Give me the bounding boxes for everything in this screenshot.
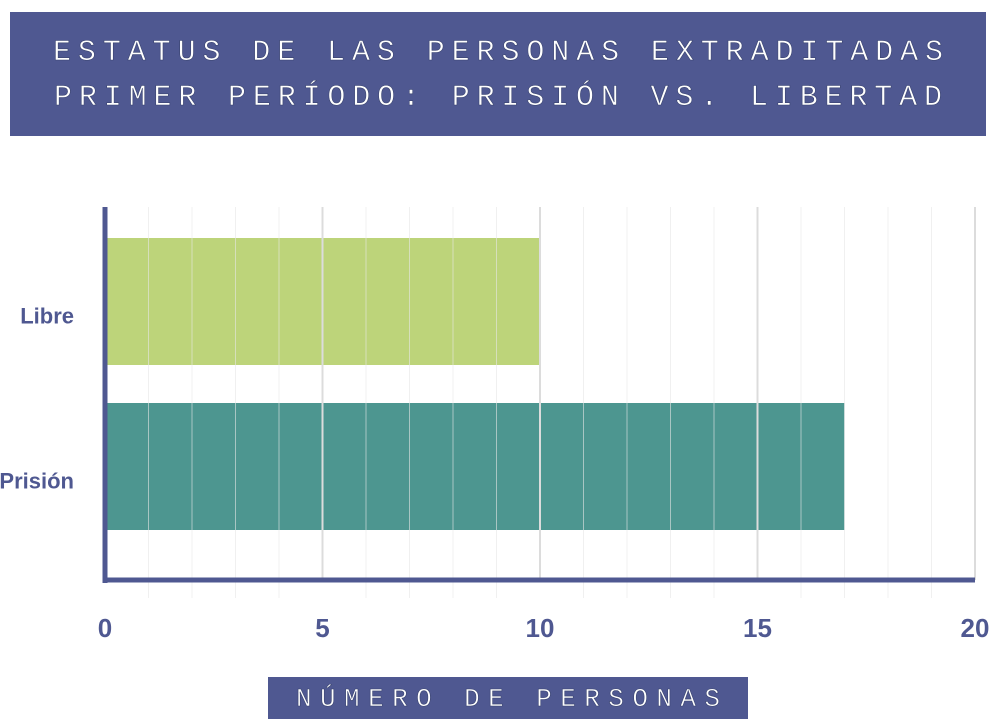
x-tick-label: 15 — [743, 613, 772, 643]
x-tick-label: 5 — [315, 613, 329, 643]
x-label-box — [268, 677, 748, 719]
bar — [105, 403, 845, 530]
x-tick-label: 0 — [98, 613, 112, 643]
x-tick-label: 20 — [961, 613, 990, 643]
title-box — [10, 12, 986, 136]
y-tick-label: Libre — [20, 303, 74, 328]
y-tick-label: Prisión — [0, 468, 74, 493]
x-tick-label: 10 — [526, 613, 555, 643]
